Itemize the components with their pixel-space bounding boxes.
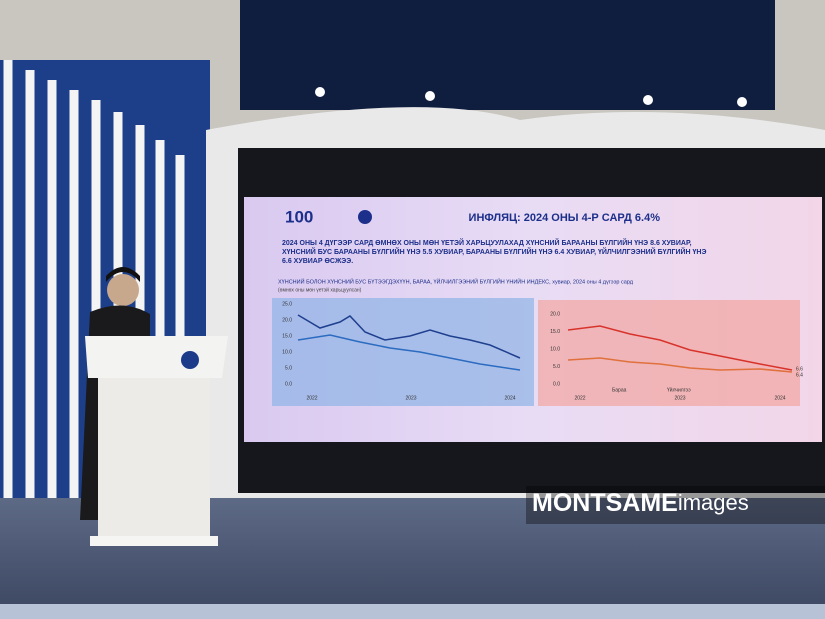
end-label: 6.6 <box>796 366 803 372</box>
podium-base <box>90 536 218 546</box>
y-tick-label: 20.0 <box>550 311 560 317</box>
y-tick-label: 15.0 <box>550 329 560 335</box>
y-tick-label: 5.0 <box>553 364 560 370</box>
right-line-1 <box>567 325 793 371</box>
left-chart-panel <box>272 298 534 406</box>
lead-line: 2024 ОНЫ 4 ДҮГЭЭР САРД ӨМНӨХ ОНЫ МӨН ҮЕТ… <box>282 238 692 247</box>
watermark-bg <box>526 486 825 524</box>
right-line-2 <box>567 357 793 373</box>
y-tick-label: 10.0 <box>550 346 560 352</box>
lead-text: 2024 ОНЫ 4 ДҮГЭЭР САРД ӨМНӨХ ОНЫ МӨН ҮЕТ… <box>282 238 706 265</box>
lead-line: ХҮНСНИЙ БУС БАРААНЫ БҮЛГИЙН ҮНЭ 5.5 ХУВИ… <box>282 247 706 256</box>
lead-line: 6.6 ХУВИАР ӨСЖЭЭ. <box>282 258 353 265</box>
legend-entry: Бараа <box>612 387 627 393</box>
speaker-hair <box>106 267 140 282</box>
year-label: 2024 <box>774 395 785 401</box>
year-label: 2023 <box>674 395 685 401</box>
logo: 100 <box>285 207 313 226</box>
y-tick-label: 15.0 <box>282 333 292 339</box>
legend-entry: Үйлчилгээ <box>667 386 691 393</box>
slide-title: ИНФЛЯЦ: 2024 ОНЫ 4-Р САРД 6.4% <box>469 212 661 224</box>
end-label: 6.4 <box>796 372 803 378</box>
agency-logo <box>358 210 372 224</box>
y-tick-label: 25.0 <box>282 301 292 307</box>
stage-edge <box>0 604 825 619</box>
year-label: 2023 <box>405 395 416 401</box>
y-tick-label: 20.0 <box>282 317 292 323</box>
y-tick-label: 5.0 <box>285 365 292 371</box>
year-label: 2022 <box>574 395 585 401</box>
podium-emblem <box>181 351 199 369</box>
chart-labels: 25.0 20.0 15.0 10.0 5.0 0.0 2022 2023 2024 20.0 15… <box>282 301 803 401</box>
podium-top <box>85 336 228 378</box>
y-tick-label: 0.0 <box>553 381 560 387</box>
watermark-suffix: images <box>678 490 749 515</box>
y-tick-label: 10.0 <box>282 349 292 355</box>
right-chart-panel <box>538 300 800 406</box>
y-tick-label: 0.0 <box>285 381 292 387</box>
ceiling <box>240 0 775 110</box>
watermark-brand: MONTSAME <box>532 489 678 517</box>
speaker-head <box>107 274 139 306</box>
left-line-2 <box>297 334 521 371</box>
year-label: 2024 <box>504 395 515 401</box>
chart-title: ХҮНСНИЙ БОЛОН ХҮНСНИЙ БУС БҮТЭЭГДЭХҮҮН, … <box>278 277 634 285</box>
spotlights <box>315 87 747 107</box>
podium-body <box>98 378 210 540</box>
chart-note: (өмнөх оны мөн үетэй харьцуулсан) <box>278 286 362 293</box>
year-label: 2022 <box>306 395 317 401</box>
watermark: MONTSAMEimages <box>532 489 749 517</box>
left-line-1 <box>297 314 521 359</box>
